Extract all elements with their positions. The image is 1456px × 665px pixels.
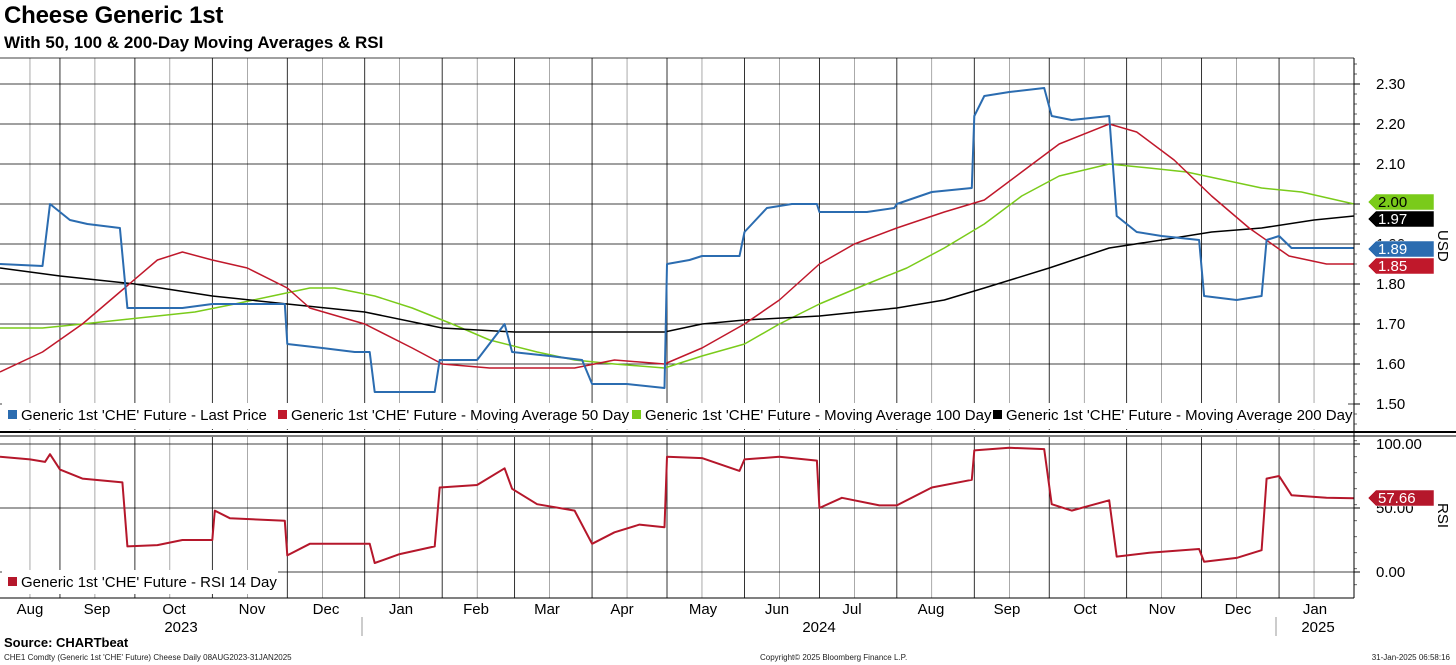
ma100-last-tag-text: 2.00	[1378, 194, 1407, 211]
month-label: Oct	[162, 601, 186, 618]
rsi-tick-label: 100.00	[1376, 436, 1422, 453]
legend-ma50-swatch	[278, 410, 287, 419]
price-tick-label: 1.50	[1376, 396, 1405, 413]
rsi-last-tag-bg	[1367, 489, 1435, 507]
legend-rsi-swatch	[8, 577, 17, 586]
rsi14-line	[0, 446, 1355, 564]
month-label: May	[689, 601, 718, 618]
ma100-last-tag: 2.00	[1367, 193, 1435, 211]
footer-copyright: Copyright© 2025 Bloomberg Finance L.P.	[760, 653, 908, 662]
year-label: 2023	[164, 619, 197, 636]
ma200-last-tag: 1.97	[1367, 210, 1435, 228]
last-price-tag-bg	[1367, 240, 1435, 258]
year-label: 2025	[1301, 619, 1334, 636]
footer-ticker: CHE1 Comdty (Generic 1st 'CHE' Future) C…	[4, 653, 292, 662]
month-label: Sep	[84, 601, 111, 618]
series-layer	[0, 87, 1355, 564]
legend-rsi-label: Generic 1st 'CHE' Future - RSI 14 Day	[21, 574, 277, 591]
source-note: Source: CHARTbeat	[4, 635, 129, 650]
month-label: Feb	[463, 601, 489, 618]
rsi-axis-title: RSI	[1434, 503, 1451, 528]
year-label: 2024	[802, 619, 835, 636]
month-label: Jun	[765, 601, 789, 618]
price-axis-title: USD	[1434, 230, 1451, 262]
footer-timestamp: 31-Jan-2025 06:58:16	[1371, 653, 1450, 662]
legend-ma100-label: Generic 1st 'CHE' Future - Moving Averag…	[645, 407, 992, 424]
month-label: Aug	[918, 601, 945, 618]
grid-layer	[0, 57, 1456, 598]
month-label: Nov	[239, 601, 266, 618]
chart-subtitle: With 50, 100 & 200-Day Moving Averages &…	[4, 33, 384, 52]
ma200-last-tag-bg	[1367, 210, 1435, 228]
month-label: Sep	[994, 601, 1021, 618]
legend-ma200-swatch	[993, 410, 1002, 419]
rsi-tick-label: 0.00	[1376, 564, 1405, 581]
legend-ma100-swatch	[632, 410, 641, 419]
month-label: Jul	[842, 601, 861, 618]
price-tick-label: 1.80	[1376, 276, 1405, 293]
legend-last-price-label: Generic 1st 'CHE' Future - Last Price	[21, 407, 267, 424]
axis-layer: 2.302.202.102.001.901.801.701.601.50100.…	[0, 58, 1451, 636]
ma100-line	[0, 163, 1355, 369]
ma100-last-tag-bg	[1367, 193, 1435, 211]
price-tick-label: 1.60	[1376, 356, 1405, 373]
month-label: Mar	[534, 601, 560, 618]
month-label: Dec	[313, 601, 340, 618]
price-tick-label: 2.20	[1376, 116, 1405, 133]
rsi-legend-box	[2, 570, 278, 594]
ma50-last-tag: 1.85	[1367, 257, 1435, 275]
price-tick-label: 1.70	[1376, 316, 1405, 333]
rsi-last-tag: 57.66	[1367, 489, 1435, 507]
month-label: Oct	[1073, 601, 1097, 618]
legend-layer: Generic 1st 'CHE' Future - Last Price Gen…	[2, 403, 1353, 594]
last-price-tag-text: 1.89	[1378, 241, 1407, 258]
ma50-last-tag-text: 1.85	[1378, 258, 1407, 275]
ma200-last-tag-text: 1.97	[1378, 211, 1407, 228]
price-tick-label: 2.10	[1376, 156, 1405, 173]
last-price-tag: 1.89	[1367, 240, 1435, 258]
legend-ma50-label: Generic 1st 'CHE' Future - Moving Averag…	[291, 407, 630, 424]
ma50-line	[0, 123, 1354, 373]
month-label: Dec	[1225, 601, 1252, 618]
price-tick-label: 2.30	[1376, 76, 1405, 93]
legend-ma200-label: Generic 1st 'CHE' Future - Moving Averag…	[1006, 407, 1353, 424]
last-price-line	[0, 87, 1354, 393]
legend-last-price-swatch	[8, 410, 17, 419]
month-label: Jan	[389, 601, 413, 618]
chart-title: Cheese Generic 1st	[4, 2, 224, 29]
month-label: Nov	[1149, 601, 1176, 618]
month-label: Aug	[17, 601, 44, 618]
ma50-last-tag-bg	[1367, 257, 1435, 275]
month-label: Jan	[1303, 601, 1327, 618]
month-label: Apr	[610, 601, 633, 618]
price-legend-box	[2, 403, 1348, 429]
rsi-last-tag-text: 57.66	[1378, 490, 1416, 507]
